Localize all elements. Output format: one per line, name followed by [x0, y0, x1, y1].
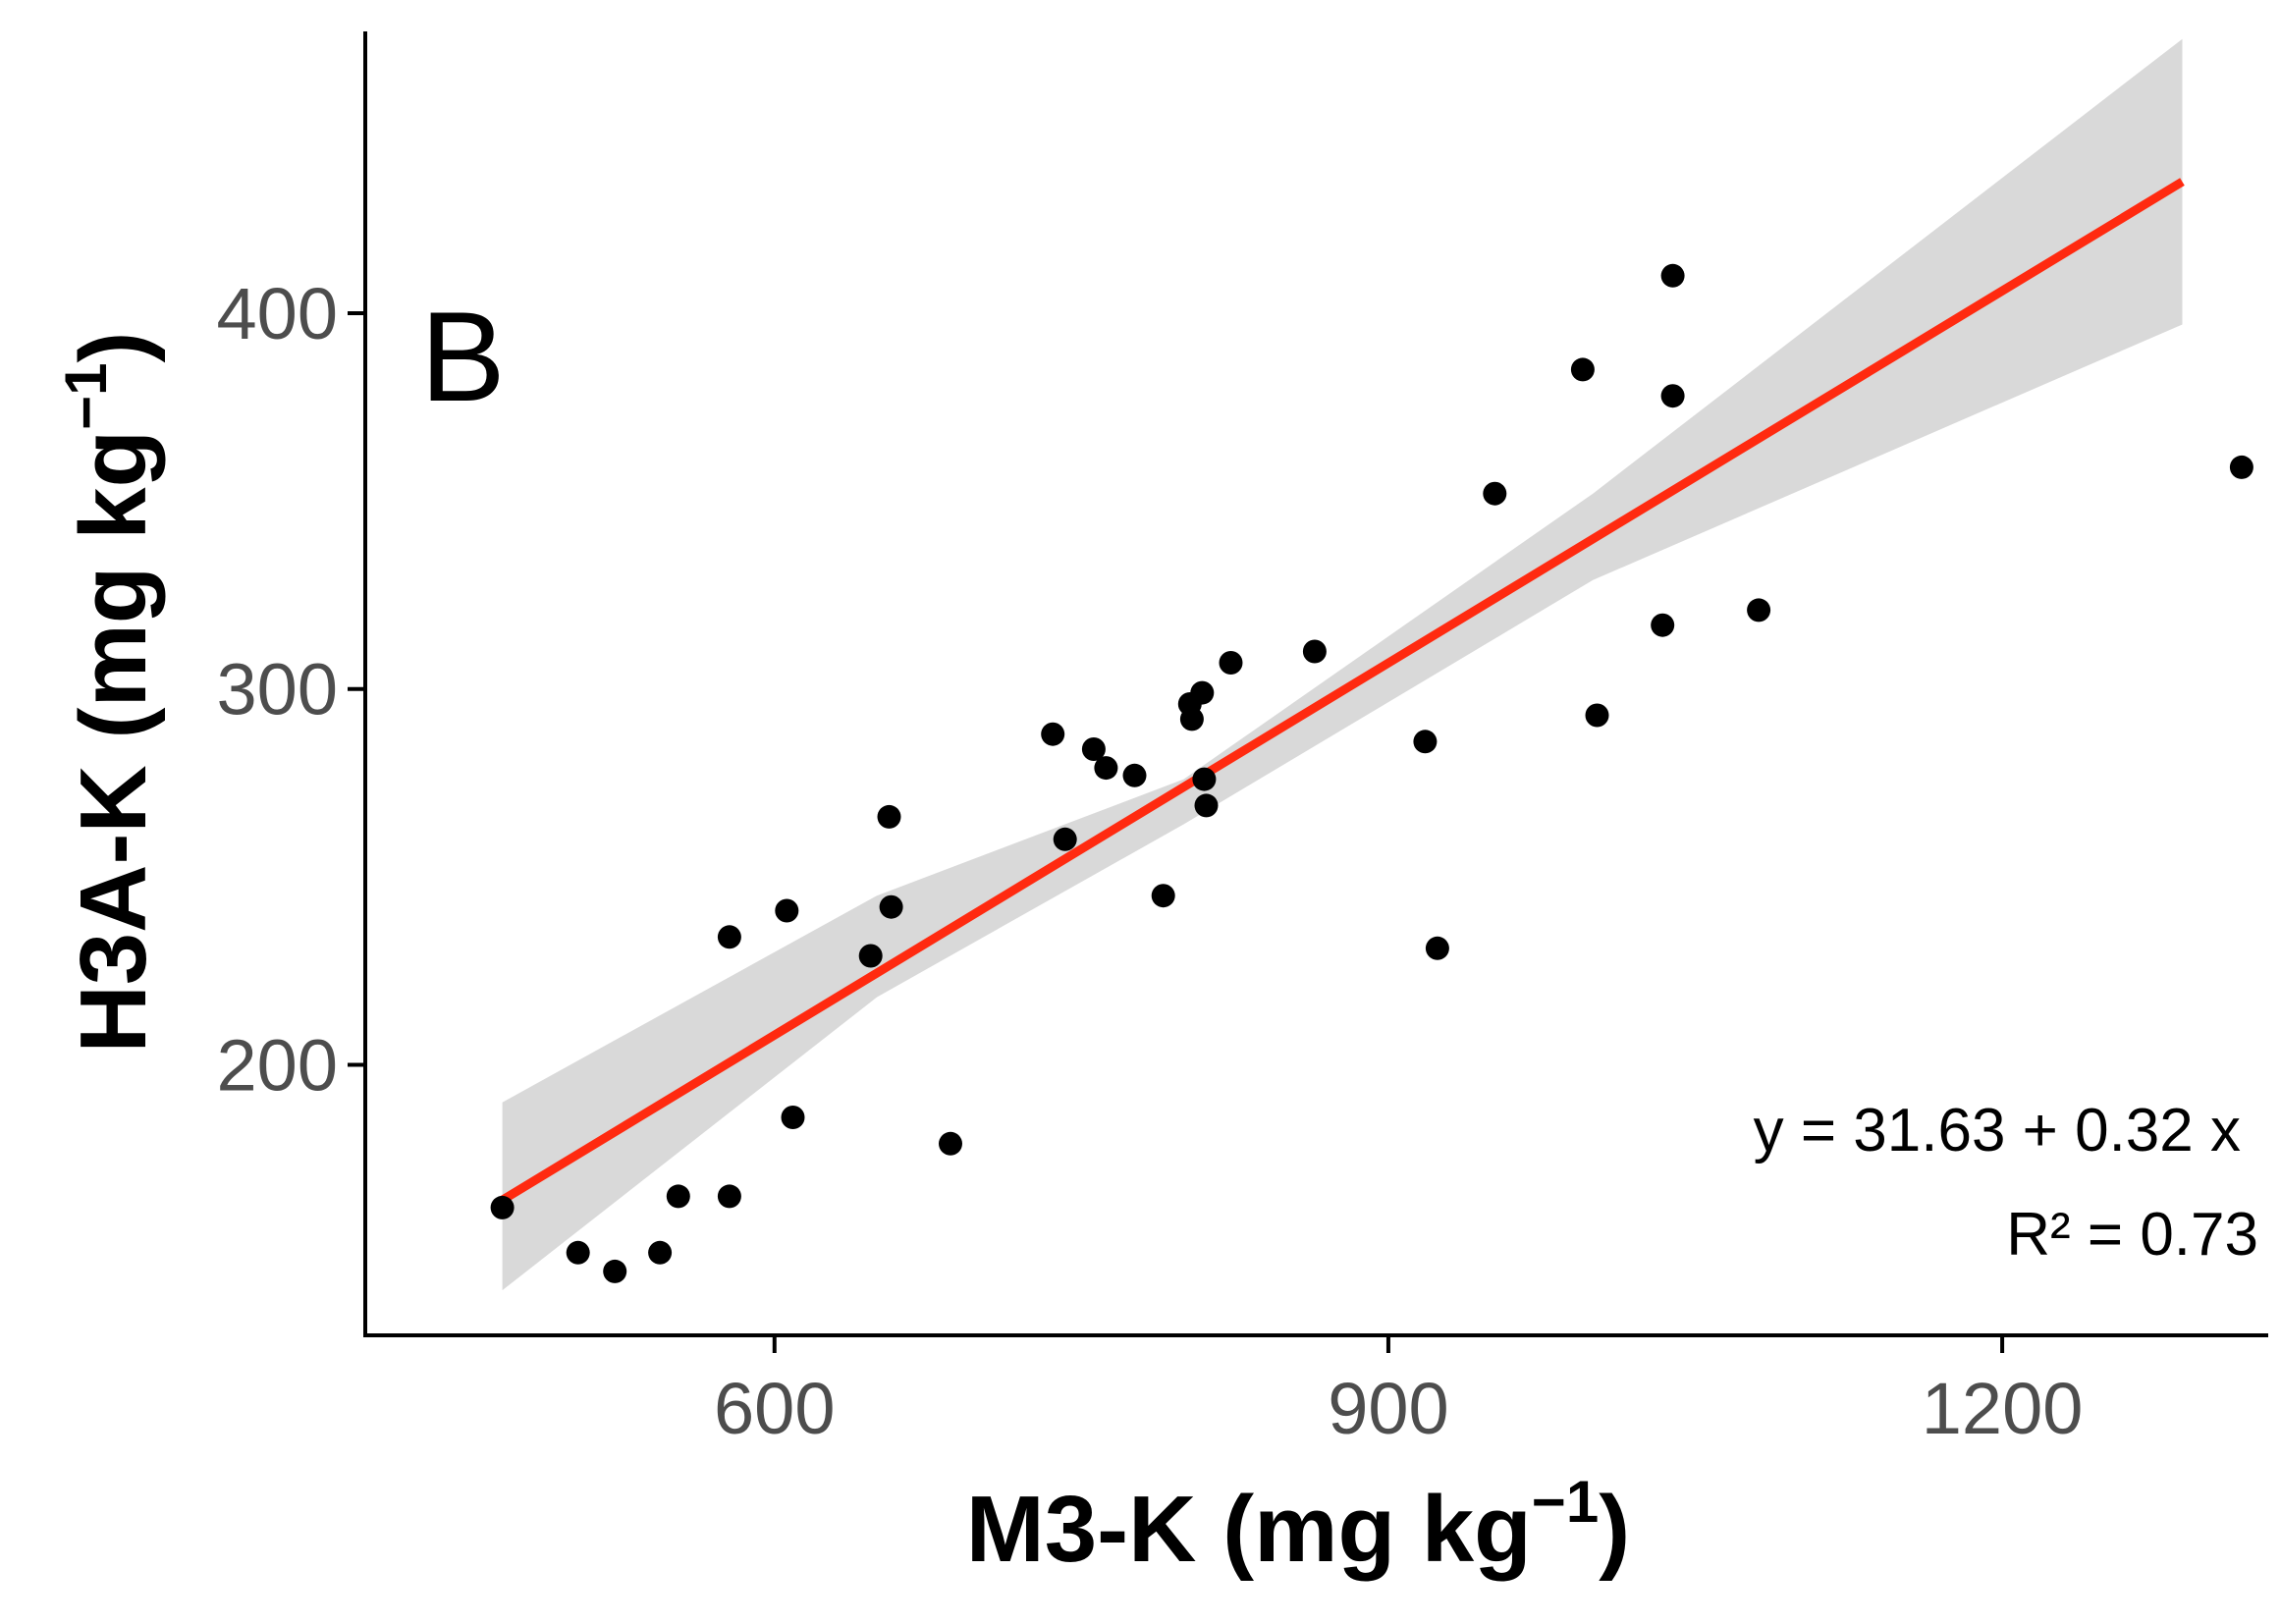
- data-point-19: [1151, 884, 1175, 908]
- data-point-35: [1747, 598, 1771, 623]
- y-axis-title: H3A-K (mg kg−1): [53, 331, 166, 1053]
- data-point-34: [1660, 384, 1685, 408]
- y-tick-label: 400: [217, 273, 338, 354]
- r-squared: R² = 0.73: [2006, 1201, 2258, 1269]
- data-point-3: [603, 1259, 627, 1283]
- regression-equation: y = 31.63 + 0.32 x: [1754, 1097, 2241, 1164]
- data-point-31: [1585, 703, 1609, 728]
- x-ticks: 600 900 1200: [714, 1335, 2083, 1449]
- data-point-28: [1425, 936, 1449, 960]
- x-axis-title-close: ): [1599, 1477, 1630, 1582]
- x-tick-label: 1200: [1922, 1368, 2084, 1449]
- data-point-23: [1192, 767, 1217, 791]
- data-point-17: [1094, 756, 1118, 781]
- data-point-11: [877, 804, 901, 829]
- x-axis-title-base: M3-K (mg kg: [966, 1477, 1532, 1582]
- panel-label: B: [420, 285, 506, 428]
- data-point-5: [666, 1184, 690, 1209]
- data-point-4: [648, 1240, 673, 1265]
- y-axis-title-sup: −1: [53, 362, 119, 429]
- y-tick-label: 200: [217, 1024, 338, 1106]
- data-point-9: [781, 1106, 805, 1129]
- data-point-26: [1302, 639, 1327, 664]
- y-axis-title-base: H3A-K (mg kg: [61, 430, 166, 1054]
- regression-line: [500, 178, 2185, 1205]
- data-point-1: [490, 1195, 515, 1219]
- data-point-14: [1041, 722, 1065, 746]
- data-point-18: [1122, 763, 1147, 787]
- data-point-6: [717, 1184, 741, 1209]
- data-point-22: [1190, 680, 1215, 705]
- data-point-33: [1660, 263, 1685, 288]
- data-point-13: [939, 1131, 962, 1156]
- x-axis-title: M3-K (mg kg−1): [966, 1469, 1630, 1582]
- data-point-36: [2229, 455, 2253, 479]
- data-points: [490, 263, 2253, 1283]
- y-axis-title-close: ): [61, 331, 166, 362]
- data-point-27: [1413, 730, 1438, 754]
- x-axis-title-sup: −1: [1532, 1469, 1599, 1535]
- data-point-12: [879, 894, 903, 919]
- x-tick-label: 900: [1328, 1368, 1448, 1449]
- data-point-2: [566, 1240, 590, 1265]
- y-tick-label: 300: [217, 649, 338, 731]
- x-tick-label: 600: [714, 1368, 835, 1449]
- data-point-16: [1081, 737, 1106, 761]
- data-point-15: [1053, 827, 1077, 851]
- data-point-21: [1179, 707, 1204, 731]
- data-point-32: [1651, 613, 1675, 637]
- data-point-29: [1483, 481, 1507, 506]
- data-point-25: [1219, 651, 1243, 675]
- data-point-10: [858, 944, 883, 968]
- data-point-7: [717, 925, 741, 949]
- y-ticks: 200 300 400: [217, 273, 365, 1106]
- data-point-24: [1194, 793, 1219, 818]
- data-point-8: [775, 898, 799, 923]
- data-point-30: [1570, 357, 1595, 382]
